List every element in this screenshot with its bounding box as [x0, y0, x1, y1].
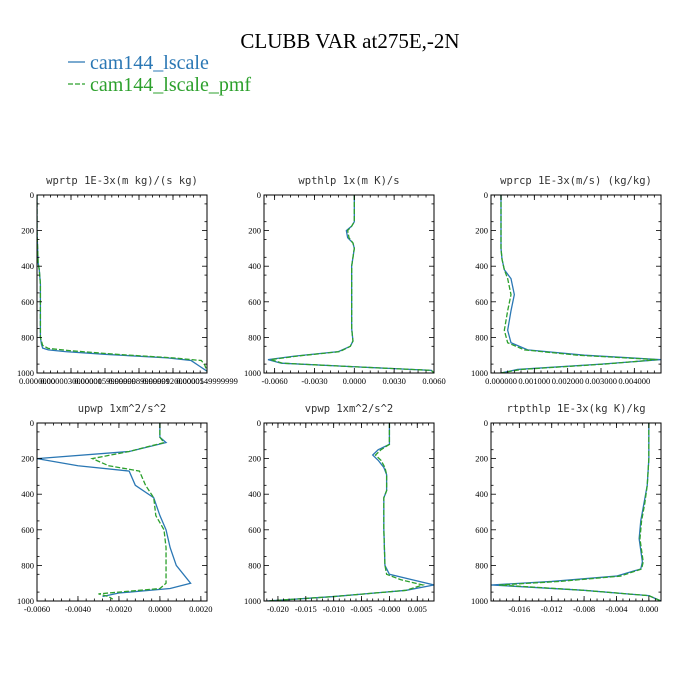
x-tick-label: 0.0030 [382, 376, 405, 386]
y-tick-label: 800 [21, 560, 34, 570]
panel-title-1: wpthlp 1x(m K)/s [298, 175, 399, 187]
y-tick-label: 600 [248, 297, 261, 307]
figure-title: CLUBB VAR at275E,-2N [240, 29, 459, 53]
y-tick-label: 200 [21, 454, 34, 464]
panel-5: rtpthlp 1E-3x(kg K)/kg 0 200 400 600 800 1000 -… [471, 403, 662, 614]
panels: wprtp 1E-3x(m kg)/(s kg) 0 200 400 600 800 100… [17, 175, 662, 614]
x-tick-label: 0.005 [408, 604, 427, 614]
x-tick-label: -0.020 [267, 604, 289, 614]
y-tick-label: 0 [30, 418, 34, 428]
x-tick-label: 0.003000 [585, 376, 617, 386]
y-tick-label: 600 [21, 297, 34, 307]
series-line-cam144_lscale_pmf [499, 423, 661, 601]
y-tick-label: 600 [248, 525, 261, 535]
y-tick-label: 200 [21, 226, 34, 236]
x-tick-label: 0.004000 [618, 376, 650, 386]
y-tick-label: 800 [248, 332, 261, 342]
x-tick-label: 0.002000 [552, 376, 584, 386]
panel-title-0: wprtp 1E-3x(m kg)/(s kg) [46, 175, 198, 187]
y-tick-label: 400 [248, 489, 261, 499]
y-tick-label: 0 [257, 418, 261, 428]
y-tick-label: 200 [475, 454, 488, 464]
x-tick-label: -0.0060 [262, 376, 288, 386]
y-tick-label: 1000 [244, 596, 261, 606]
x-tick-label: 0.0000059999999 [74, 376, 136, 386]
plot-frame [36, 422, 208, 602]
y-tick-label: 600 [475, 297, 488, 307]
x-tick-label: -0.012 [541, 604, 563, 614]
panel-0: wprtp 1E-3x(m kg)/(s kg) 0 200 400 600 800 100… [17, 175, 238, 386]
y-tick-label: 1000 [17, 368, 34, 378]
plot-frame [490, 422, 662, 602]
y-tick-label: 800 [21, 332, 34, 342]
y-tick-label: 600 [21, 525, 34, 535]
x-tick-label: -0.015 [295, 604, 317, 614]
y-tick-label: 800 [248, 560, 261, 570]
x-tick-label: -0.005 [351, 604, 373, 614]
series-line-cam144_lscale_pmf [270, 195, 434, 373]
x-tick-label: 0.0000030000001 [40, 376, 102, 386]
y-tick-label: 0 [484, 190, 488, 200]
panel-2: wprcp 1E-3x(m/s) (kg/kg) 0 200 400 600 800 100… [471, 175, 662, 386]
x-tick-label: 0.0060 [422, 376, 445, 386]
panel-3: upwp 1xm^2/s^2 0 200 400 600 800 1000-0.0060 -0… [17, 403, 213, 614]
x-tick-label: 0.0020 [189, 604, 212, 614]
y-tick-label: 400 [475, 489, 488, 499]
y-tick-label: 600 [475, 525, 488, 535]
plot-frame [263, 422, 435, 602]
y-tick-label: 200 [475, 226, 488, 236]
y-tick-label: 1000 [17, 596, 34, 606]
panel-title-2: wprcp 1E-3x(m/s) (kg/kg) [500, 175, 652, 187]
y-tick-label: 400 [21, 489, 34, 499]
plot-frame [36, 194, 208, 374]
x-tick-label: 0.001000 [518, 376, 550, 386]
y-tick-label: 0 [257, 190, 261, 200]
x-tick-label: 0.0000000 [19, 376, 55, 386]
y-tick-label: 400 [248, 261, 261, 271]
legend-label-0: cam144_lscale [90, 52, 209, 74]
y-tick-label: 200 [248, 226, 261, 236]
x-tick-label: -0.0060 [24, 604, 50, 614]
x-tick-label: 0.0000089999999 [108, 376, 170, 386]
x-tick-label: -0.0020 [106, 604, 132, 614]
x-tick-label: 0.0000 [148, 604, 171, 614]
y-tick-label: 1000 [471, 368, 488, 378]
y-tick-label: 1000 [471, 596, 488, 606]
plot-frame [490, 194, 662, 374]
y-tick-label: 400 [475, 261, 488, 271]
legend-label-1: cam144_lscale_pmf [90, 74, 251, 96]
y-tick-label: 1000 [244, 368, 261, 378]
x-tick-label: 0.0000149999999 [176, 376, 238, 386]
panel-title-4: vpwp 1xm^2/s^2 [305, 403, 394, 415]
x-tick-label: 0.0000120000005 [142, 376, 204, 386]
x-tick-label: 0.000 [639, 604, 658, 614]
x-tick-label: 0.0000 [343, 376, 366, 386]
panel-1: wpthlp 1x(m K)/s 0 200 400 600 800 1000-0.0060… [244, 175, 446, 386]
panel-title-5: rtpthlp 1E-3x(kg K)/kg [506, 403, 645, 415]
x-tick-label: -0.008 [573, 604, 595, 614]
y-tick-label: 400 [21, 261, 34, 271]
plot-frame [263, 194, 435, 374]
y-tick-label: 0 [484, 418, 488, 428]
x-tick-label: -0.004 [605, 604, 628, 614]
series-line-cam144_lscale_pmf [90, 423, 167, 600]
y-tick-label: 200 [248, 454, 261, 464]
panel-title-3: upwp 1xm^2/s^2 [78, 403, 167, 415]
x-tick-label: -0.016 [508, 604, 530, 614]
series-line-cam144_lscale_pmf [37, 195, 207, 372]
series-line-cam144_lscale_pmf [266, 423, 426, 601]
x-tick-label: -0.0030 [301, 376, 327, 386]
y-tick-label: 0 [30, 190, 34, 200]
y-tick-label: 800 [475, 332, 488, 342]
panel-4: vpwp 1xm^2/s^2 0 200 400 600 800 1000 -0.020 -0.… [244, 403, 435, 614]
x-tick-label: -0.000 [378, 604, 400, 614]
x-tick-label: 0.000000 [485, 376, 517, 386]
legend: cam144_lscale cam144_lscale_pmf [68, 52, 251, 96]
y-tick-label: 800 [475, 560, 488, 570]
x-tick-label: -0.010 [323, 604, 345, 614]
x-tick-label: -0.0040 [65, 604, 91, 614]
series-line-cam144_lscale_pmf [500, 195, 658, 373]
